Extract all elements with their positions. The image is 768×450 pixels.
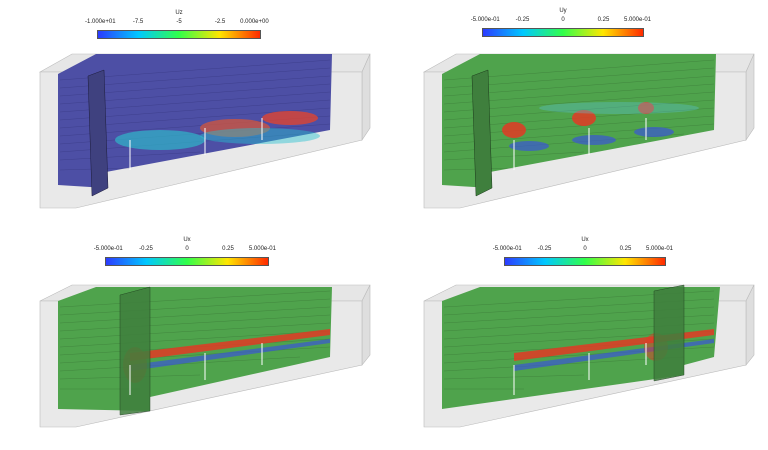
wake-region (200, 128, 320, 144)
colorbar-tick: 0 (583, 246, 587, 252)
colorbar-tick: 0.25 (619, 246, 632, 252)
colorbar-tick: 5.000e-01 (248, 246, 276, 252)
colorbar-uy: Uy -5.000e-01 -0.25 0 0.25 5.000e-01 (471, 8, 651, 48)
colorbar-tick: 0.000e+00 (240, 19, 269, 25)
colorbar-tick: -5.000e-01 (93, 246, 123, 252)
colorbar-tick: -0.25 (139, 246, 153, 252)
colorbar-title: Ux (581, 237, 589, 243)
colorbar-tick: -5.000e-01 (492, 246, 522, 252)
colorbar-title: Ux (183, 237, 191, 243)
colorbar-tick: -7.5 (132, 19, 144, 25)
colorbar-tick: 5.000e-01 (646, 246, 674, 252)
panel-uy: Uy -5.000e-01 -0.25 0 0.25 5.000e-01 (384, 0, 768, 225)
wake-region (130, 329, 330, 361)
inlet-plane (87, 69, 109, 197)
panel-ux-a: Ux -5.000e-01 -0.25 0 0.25 5.000e-01 (0, 225, 384, 450)
colorbar-tick: 5.000e-01 (624, 17, 652, 23)
colorbar-tick: -2.5 (214, 19, 226, 25)
colorbar-title: Uy (559, 8, 567, 14)
streamlines (59, 290, 331, 390)
wake-region (502, 122, 526, 138)
wake-region (115, 130, 205, 150)
colorbar-uz: Uz -1.000e+01 -7.5 -5 -2.5 0.000e+00 (85, 10, 269, 50)
wake-region (634, 127, 674, 137)
wake-region (262, 111, 318, 125)
inlet-plane (471, 69, 493, 197)
wake-region (539, 102, 699, 114)
wake-region (572, 135, 616, 145)
colorbar-tick: -5 (176, 19, 182, 25)
flow-scene-ux-a (39, 284, 371, 428)
wake-region (200, 119, 270, 137)
colorbar-title: Uz (175, 10, 183, 16)
wake-region (509, 141, 549, 151)
flow-scene-ux-b (423, 284, 755, 428)
inlet-plane (119, 286, 151, 416)
colorbar-tick: 0 (561, 17, 565, 23)
flow-scene-uz (38, 53, 371, 209)
panel-uz: Uz -1.000e+01 -7.5 -5 -2.5 0.000e+00 (0, 0, 384, 225)
colorbar-gradient (105, 257, 269, 266)
outlet-plane (653, 284, 685, 382)
colorbar-tick: -5.000e-01 (470, 17, 500, 23)
slice-plane (58, 54, 332, 188)
colorbar-ux-b: Ux -5.000e-01 -0.25 0 0.25 5.000e-01 (493, 237, 673, 277)
colorbar-tick: 0.25 (222, 246, 234, 252)
wake-region (638, 102, 654, 114)
colorbar-gradient (97, 30, 261, 39)
colorbar-gradient (504, 257, 666, 266)
flow-scene-uy (422, 53, 755, 209)
colorbar-tick: -1.000e+01 (85, 19, 116, 25)
colorbar-tick: 0.25 (597, 17, 610, 23)
colorbar-gradient (482, 28, 644, 37)
wake-region (130, 339, 330, 371)
colorbar-tick: -0.25 (537, 246, 552, 252)
colorbar-tick: 0 (185, 246, 189, 252)
colorbar-ux-a: Ux -5.000e-01 -0.25 0 0.25 5.000e-01 (94, 237, 276, 277)
colorbar-tick: -0.25 (515, 17, 530, 23)
panel-ux-b: Ux -5.000e-01 -0.25 0 0.25 5.000e-01 (384, 225, 768, 450)
wake-region (572, 110, 596, 126)
